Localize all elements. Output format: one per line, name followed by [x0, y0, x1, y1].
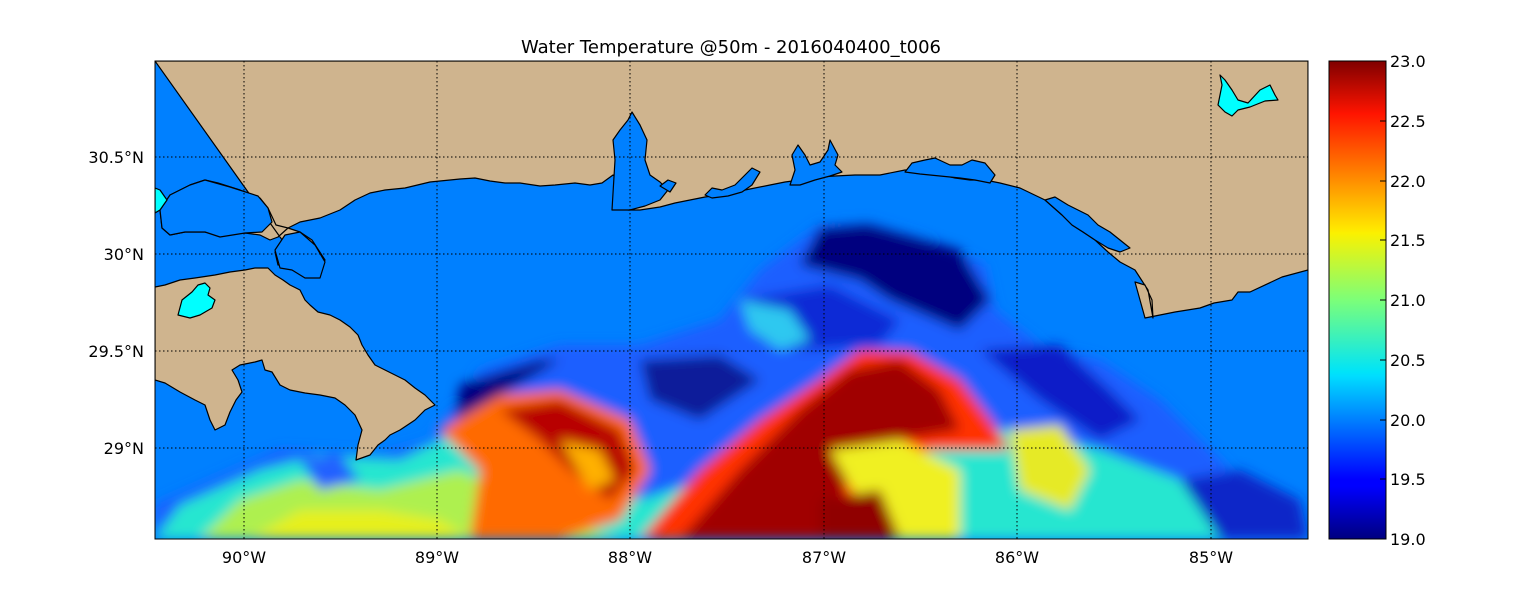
colorbar-tick-label: 22.0: [1390, 172, 1426, 191]
lake-1: [177, 282, 216, 319]
colorbar-tick-label: 23.0: [1390, 52, 1426, 71]
map-frame: [154, 60, 1309, 540]
lon-tick-label: 87°W: [802, 548, 846, 567]
lakes: [155, 74, 1279, 319]
lat-tick-label: 30.5°N: [88, 148, 144, 167]
choctawhatchee-bay: [904, 157, 996, 184]
lat-tick-label: 29°N: [104, 439, 144, 458]
lon-tick-label: 86°W: [995, 548, 1039, 567]
lake-3: [155, 187, 168, 214]
colorbar: 19.0 19.5 20.0 20.5 21.0 21.5 22.0 22.5 …: [1328, 52, 1426, 549]
map-title: Water Temperature @50m - 2016040400_t006: [521, 37, 941, 58]
lat-axis-labels: 30.5°N 30°N 29.5°N 29°N: [88, 148, 144, 458]
lon-tick-label: 88°W: [608, 548, 652, 567]
lon-axis-labels: 90°W 89°W 88°W 87°W 86°W 85°W: [222, 548, 1233, 567]
temperature-field: [155, 222, 1308, 539]
colorbar-gradient: [1328, 60, 1387, 540]
colorbar-tick-label: 22.5: [1390, 112, 1426, 131]
lake-borgne: [274, 231, 326, 279]
st-andrew-bay: [1044, 196, 1131, 253]
colorbar-tick-label: 21.5: [1390, 231, 1426, 250]
colorbar-ticks: [1380, 60, 1386, 540]
lat-tick-label: 30°N: [104, 245, 144, 264]
perdido-bay: [704, 167, 761, 199]
colorbar-tick-label: 21.0: [1390, 291, 1426, 310]
mobile-bay: [611, 111, 669, 211]
bayou-channel-a: [659, 179, 677, 193]
lon-tick-label: 90°W: [222, 548, 266, 567]
lake-2: [1217, 74, 1279, 117]
colorbar-tick-label: 20.0: [1390, 411, 1426, 430]
lon-tick-label: 85°W: [1189, 548, 1233, 567]
lat-tick-label: 29.5°N: [88, 342, 144, 361]
lon-tick-label: 89°W: [415, 548, 459, 567]
map-area: [155, 61, 1308, 539]
colorbar-tick-label: 20.5: [1390, 351, 1426, 370]
delta-land: [155, 267, 436, 461]
colorbar-tick-label: 19.5: [1390, 470, 1426, 489]
pensacola-bay: [789, 139, 843, 186]
grid: [155, 61, 1308, 539]
colorbar-tick-label: 19.0: [1390, 530, 1426, 549]
